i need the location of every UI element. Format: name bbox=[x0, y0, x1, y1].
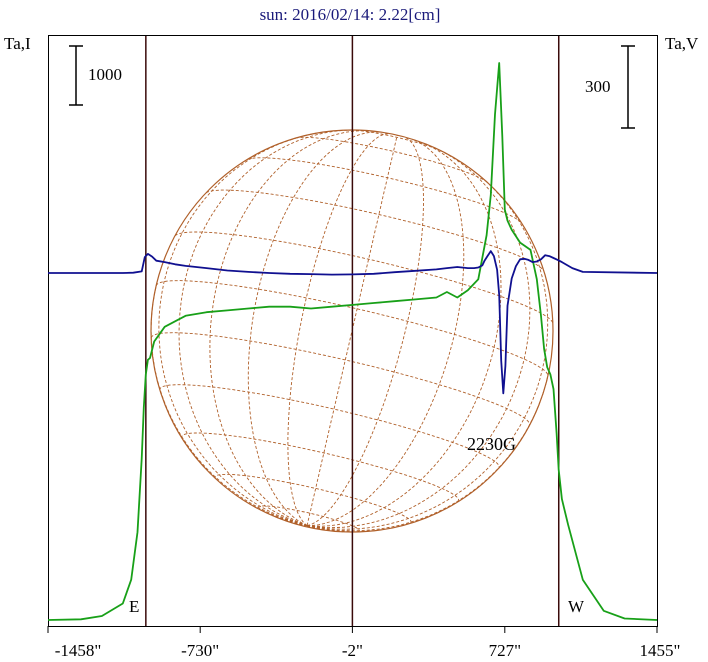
x-tick-label: -730" bbox=[181, 641, 219, 660]
longitude-line bbox=[307, 138, 465, 527]
latitude-line bbox=[181, 432, 460, 503]
plot-frame bbox=[48, 35, 658, 627]
left-axis-label: Ta,I bbox=[4, 34, 31, 53]
reference-lines bbox=[145, 36, 560, 626]
longitude-line bbox=[307, 143, 502, 527]
x-tick-label: -1458" bbox=[55, 641, 102, 660]
west-limb-label: W bbox=[568, 597, 585, 616]
x-axis-ticks: -1458" -730" -2" 727" 1455" bbox=[47, 626, 681, 660]
longitude-line bbox=[178, 129, 353, 527]
series-group bbox=[47, 62, 658, 621]
latitude-line bbox=[205, 189, 544, 271]
field-annotation: 2230G bbox=[467, 434, 516, 454]
x-tick-label: 1455" bbox=[640, 641, 681, 660]
east-limb-label: E bbox=[129, 597, 139, 616]
solar-disk-grid bbox=[150, 129, 554, 533]
right-axis-label: Ta,V bbox=[665, 34, 699, 53]
longitude-line bbox=[306, 135, 398, 526]
left-scale-bar: 1000 bbox=[69, 45, 122, 106]
longitude-line bbox=[247, 131, 382, 527]
longitude-line bbox=[150, 285, 308, 527]
x-tick-label: 727" bbox=[489, 641, 521, 660]
latitude-line bbox=[159, 384, 500, 469]
intensity-series-line bbox=[47, 62, 658, 621]
chart-title: sun: 2016/02/14: 2.22[cm] bbox=[260, 5, 441, 24]
x-tick-label: -2" bbox=[342, 641, 363, 660]
longitude-line bbox=[306, 136, 424, 527]
right-scale-value: 300 bbox=[585, 77, 611, 96]
longitude-line bbox=[307, 168, 549, 530]
latitude-line bbox=[150, 332, 530, 425]
left-scale-value: 1000 bbox=[88, 65, 122, 84]
longitude-line bbox=[158, 132, 317, 527]
latitude-line bbox=[174, 231, 554, 324]
longitude-line bbox=[306, 525, 313, 529]
longitude-line bbox=[307, 149, 531, 529]
right-scale-bar: 300 bbox=[585, 45, 635, 129]
longitude-line bbox=[287, 133, 390, 526]
polarization-series-line bbox=[48, 250, 658, 395]
longitude-line bbox=[307, 376, 549, 532]
latitude-line bbox=[247, 157, 522, 223]
longitude-line bbox=[306, 525, 329, 532]
latitude-line bbox=[214, 473, 412, 525]
